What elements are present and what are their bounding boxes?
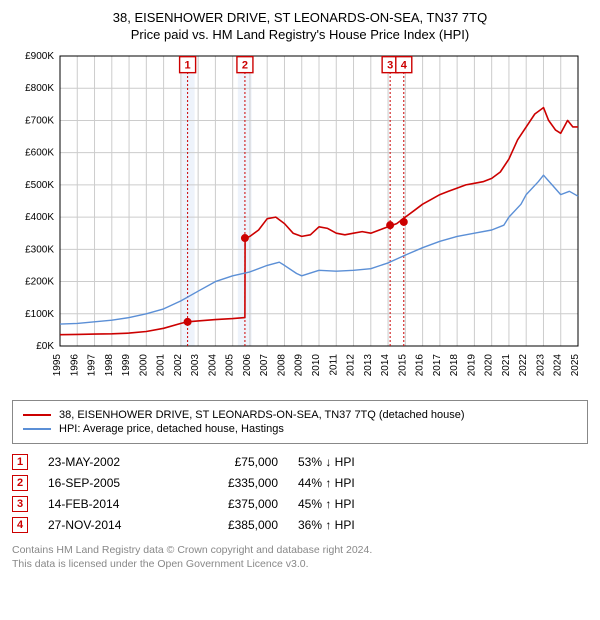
svg-text:£600K: £600K [25,148,54,159]
svg-text:2014: 2014 [380,354,391,377]
transaction-delta: 44% ↑ HPI [298,476,418,490]
svg-text:2024: 2024 [553,354,564,377]
transaction-delta: 36% ↑ HPI [298,518,418,532]
svg-text:2000: 2000 [138,354,149,377]
legend-label: 38, EISENHOWER DRIVE, ST LEONARDS-ON-SEA… [59,409,465,421]
title-address: 38, EISENHOWER DRIVE, ST LEONARDS-ON-SEA… [12,10,588,25]
svg-text:£900K: £900K [25,51,54,62]
legend-item: 38, EISENHOWER DRIVE, ST LEONARDS-ON-SEA… [23,409,577,421]
svg-text:2003: 2003 [190,354,201,377]
svg-text:2004: 2004 [207,354,218,377]
svg-text:2008: 2008 [276,354,287,377]
svg-text:2019: 2019 [466,354,477,377]
transaction-date: 14-FEB-2014 [48,497,168,511]
svg-text:2005: 2005 [225,354,236,377]
legend-item: HPI: Average price, detached house, Hast… [23,423,577,435]
title-subtitle: Price paid vs. HM Land Registry's House … [12,27,588,42]
legend-swatch [23,414,51,416]
table-row: 2 16-SEP-2005 £335,000 44% ↑ HPI [12,475,588,491]
svg-text:2018: 2018 [449,354,460,377]
transaction-price: £335,000 [188,476,278,490]
svg-text:£0K: £0K [36,341,54,352]
transaction-delta: 45% ↑ HPI [298,497,418,511]
svg-text:2022: 2022 [518,354,529,377]
table-row: 3 14-FEB-2014 £375,000 45% ↑ HPI [12,496,588,512]
transaction-table: 1 23-MAY-2002 £75,000 53% ↓ HPI 2 16-SEP… [12,454,588,533]
transaction-date: 27-NOV-2014 [48,518,168,532]
svg-text:£200K: £200K [25,277,54,288]
transaction-date: 16-SEP-2005 [48,476,168,490]
footnote: Contains HM Land Registry data © Crown c… [12,543,588,571]
table-row: 1 23-MAY-2002 £75,000 53% ↓ HPI [12,454,588,470]
svg-text:2017: 2017 [432,354,443,377]
transaction-delta: 53% ↓ HPI [298,455,418,469]
chart-container: 38, EISENHOWER DRIVE, ST LEONARDS-ON-SEA… [0,0,600,581]
svg-text:2013: 2013 [363,354,374,377]
chart: £0K £100K £200K £300K £400K £500K £600K £700K £8… [12,48,588,388]
svg-text:1995: 1995 [52,354,63,377]
svg-text:2007: 2007 [259,354,270,377]
svg-text:1996: 1996 [69,354,80,377]
svg-text:2016: 2016 [415,354,426,377]
title-block: 38, EISENHOWER DRIVE, ST LEONARDS-ON-SEA… [12,10,588,42]
transaction-marker: 4 [12,517,28,533]
svg-text:£700K: £700K [25,115,54,126]
table-row: 4 27-NOV-2014 £385,000 36% ↑ HPI [12,517,588,533]
svg-text:2006: 2006 [242,354,253,377]
svg-text:3: 3 [387,60,393,72]
svg-text:4: 4 [401,60,408,72]
svg-text:1998: 1998 [104,354,115,377]
svg-text:2001: 2001 [156,354,167,377]
svg-text:2002: 2002 [173,354,184,377]
footnote-line: Contains HM Land Registry data © Crown c… [12,543,588,557]
legend-swatch [23,428,51,430]
svg-text:£300K: £300K [25,244,54,255]
transaction-price: £75,000 [188,455,278,469]
svg-text:£800K: £800K [25,83,54,94]
svg-text:2021: 2021 [501,354,512,377]
svg-text:1997: 1997 [87,354,98,377]
transaction-marker: 1 [12,454,28,470]
svg-text:2: 2 [242,60,248,72]
svg-text:2011: 2011 [328,354,339,376]
legend-label: HPI: Average price, detached house, Hast… [59,423,284,435]
svg-text:£500K: £500K [25,180,54,191]
svg-text:£100K: £100K [25,309,54,320]
svg-text:1999: 1999 [121,354,132,377]
svg-text:2009: 2009 [294,354,305,377]
svg-text:2012: 2012 [346,354,357,377]
footnote-line: This data is licensed under the Open Gov… [12,557,588,571]
transaction-marker: 3 [12,496,28,512]
svg-text:2010: 2010 [311,354,322,377]
svg-text:2023: 2023 [535,354,546,377]
legend: 38, EISENHOWER DRIVE, ST LEONARDS-ON-SEA… [12,400,588,444]
transaction-date: 23-MAY-2002 [48,455,168,469]
svg-text:2025: 2025 [570,354,581,377]
chart-svg: £0K £100K £200K £300K £400K £500K £600K £700K £8… [12,48,588,388]
transaction-price: £385,000 [188,518,278,532]
svg-text:2020: 2020 [484,354,495,377]
svg-text:1: 1 [185,60,191,72]
svg-text:2015: 2015 [397,354,408,377]
transaction-price: £375,000 [188,497,278,511]
svg-text:£400K: £400K [25,212,54,223]
transaction-marker: 2 [12,475,28,491]
